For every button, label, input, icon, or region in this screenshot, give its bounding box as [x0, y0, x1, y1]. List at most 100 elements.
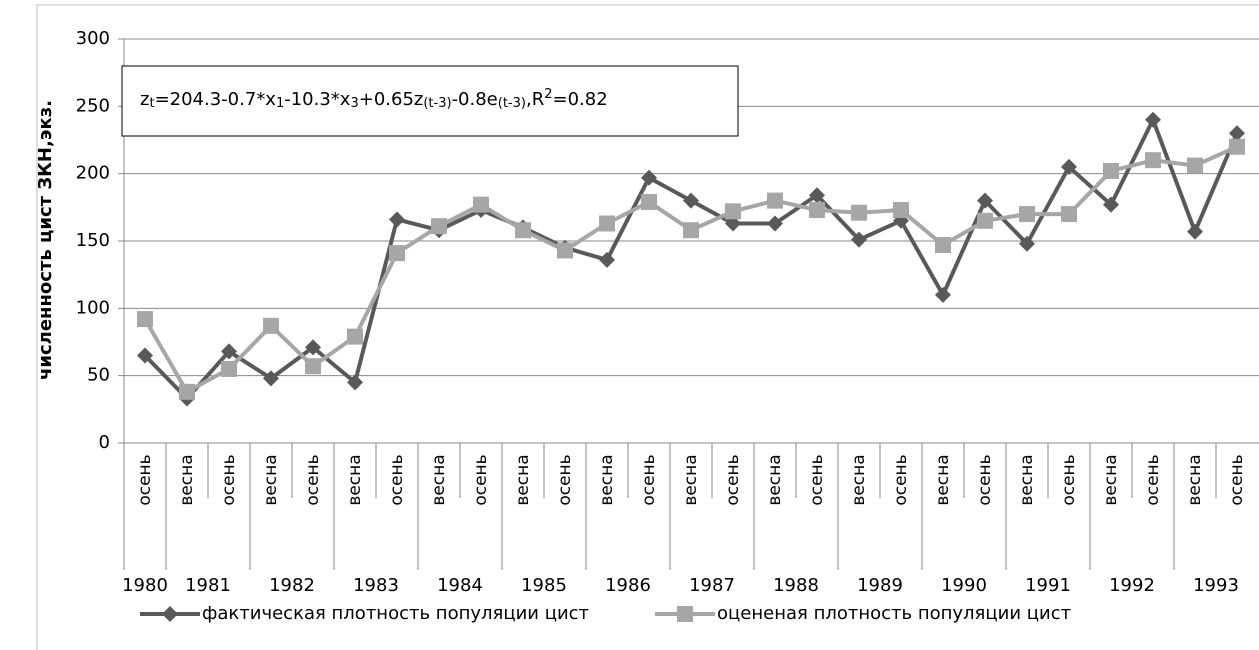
x-tick-label: весна — [597, 454, 617, 505]
annotation-part: -10.3*x — [284, 89, 351, 110]
data-point — [641, 193, 657, 210]
data-point — [977, 212, 993, 229]
legend-label: фактическая плотность популяции цист — [202, 603, 589, 624]
data-point — [683, 192, 699, 209]
data-point — [137, 347, 153, 364]
data-point — [1103, 196, 1119, 213]
series-line — [143, 144, 1238, 394]
x-tick-label: осень — [135, 454, 155, 505]
annotation-box — [121, 65, 739, 137]
data-point — [263, 370, 279, 387]
x-tick-label: весна — [933, 454, 953, 505]
data-point — [599, 251, 615, 268]
data-point — [179, 383, 195, 400]
annotation-part: (t-3) — [423, 96, 451, 111]
data-point — [221, 360, 237, 377]
data-point — [1187, 223, 1203, 240]
chart-frame — [36, 4, 1259, 650]
annotation-part: 2 — [544, 87, 552, 102]
y-tick-label: 150 — [76, 230, 110, 251]
data-point — [305, 358, 321, 375]
y-tick-label: 200 — [76, 163, 110, 184]
year-label: 1985 — [521, 575, 567, 596]
data-point — [725, 215, 741, 232]
x-tick-label: осень — [975, 454, 995, 505]
year-label: 1986 — [605, 575, 651, 596]
data-point — [305, 339, 321, 356]
x-tick-label: осень — [891, 454, 911, 505]
x-tick-label: осень — [639, 454, 659, 505]
annotation-part: =0.82 — [552, 89, 607, 110]
legend-marker — [677, 606, 694, 622]
data-point — [1061, 158, 1077, 175]
annotation: zt=204.3-0.7*x1-10.3*x3+0.65z(t-3)-0.8e(… — [140, 87, 608, 111]
data-point — [977, 192, 993, 209]
x-tick-label: осень — [723, 454, 743, 505]
year-label: 1988 — [773, 575, 819, 596]
y-axis-label: численность цист ЗКН,экз. — [35, 100, 56, 380]
data-point — [767, 192, 783, 209]
annotation-part: z — [140, 89, 149, 110]
data-point — [725, 203, 741, 220]
year-label: 1993 — [1193, 575, 1239, 596]
annotation-part: 1 — [276, 96, 284, 111]
year-label: 1983 — [353, 575, 399, 596]
data-point — [347, 374, 363, 391]
series-line — [143, 117, 1239, 401]
legend-label: оцененая плотность популяции цист — [717, 603, 1071, 624]
x-tick-label: весна — [1101, 454, 1121, 505]
y-tick-label: 100 — [76, 297, 110, 318]
annotation-part: -0.8e — [452, 89, 498, 110]
x-tick-label: весна — [849, 454, 869, 505]
x-tick-label: весна — [345, 454, 365, 505]
x-tick-label: весна — [429, 454, 449, 505]
data-point — [1061, 206, 1077, 223]
data-point — [935, 237, 951, 254]
annotation-part: ,R — [526, 89, 544, 110]
x-tick-label: осень — [219, 454, 239, 505]
x-tick-label: осень — [1227, 454, 1247, 505]
x-tick-label: осень — [1059, 454, 1079, 505]
data-point — [1187, 157, 1203, 174]
x-tick-label: осень — [387, 454, 407, 505]
year-label: 1989 — [857, 575, 903, 596]
annotation-part: (t-3) — [498, 96, 526, 111]
data-point — [389, 245, 405, 262]
data-point — [347, 328, 363, 345]
x-tick-label: осень — [1143, 454, 1163, 505]
data-point — [431, 218, 447, 235]
year-label: 1981 — [185, 575, 231, 596]
year-label: 1991 — [1025, 575, 1071, 596]
data-point — [809, 187, 825, 204]
data-point — [683, 222, 699, 239]
data-point — [515, 222, 531, 239]
annotation-part: t — [149, 96, 154, 111]
data-point — [473, 196, 489, 213]
data-point — [1145, 152, 1161, 169]
year-label: 1982 — [269, 575, 315, 596]
y-tick-label: 300 — [76, 28, 110, 49]
annotation-part: +0.65z — [359, 89, 424, 110]
data-point — [1229, 138, 1245, 155]
data-point — [221, 343, 237, 360]
data-point — [1019, 235, 1035, 252]
x-tick-label: весна — [1017, 454, 1037, 505]
x-tick-label: весна — [681, 454, 701, 505]
year-label: 1980 — [122, 575, 168, 596]
year-label: 1992 — [1109, 575, 1155, 596]
data-point — [851, 231, 867, 248]
data-point — [1019, 206, 1035, 223]
year-label: 1990 — [941, 575, 987, 596]
data-point — [1145, 111, 1161, 128]
annotation-part: 3 — [350, 96, 358, 111]
y-tick-label: 50 — [87, 365, 110, 386]
x-tick-label: осень — [303, 454, 323, 505]
x-tick-label: весна — [765, 454, 785, 505]
x-tick-label: весна — [261, 454, 281, 505]
data-point — [263, 317, 279, 334]
data-point — [1229, 125, 1245, 142]
data-point — [599, 215, 615, 232]
data-point — [809, 202, 825, 219]
